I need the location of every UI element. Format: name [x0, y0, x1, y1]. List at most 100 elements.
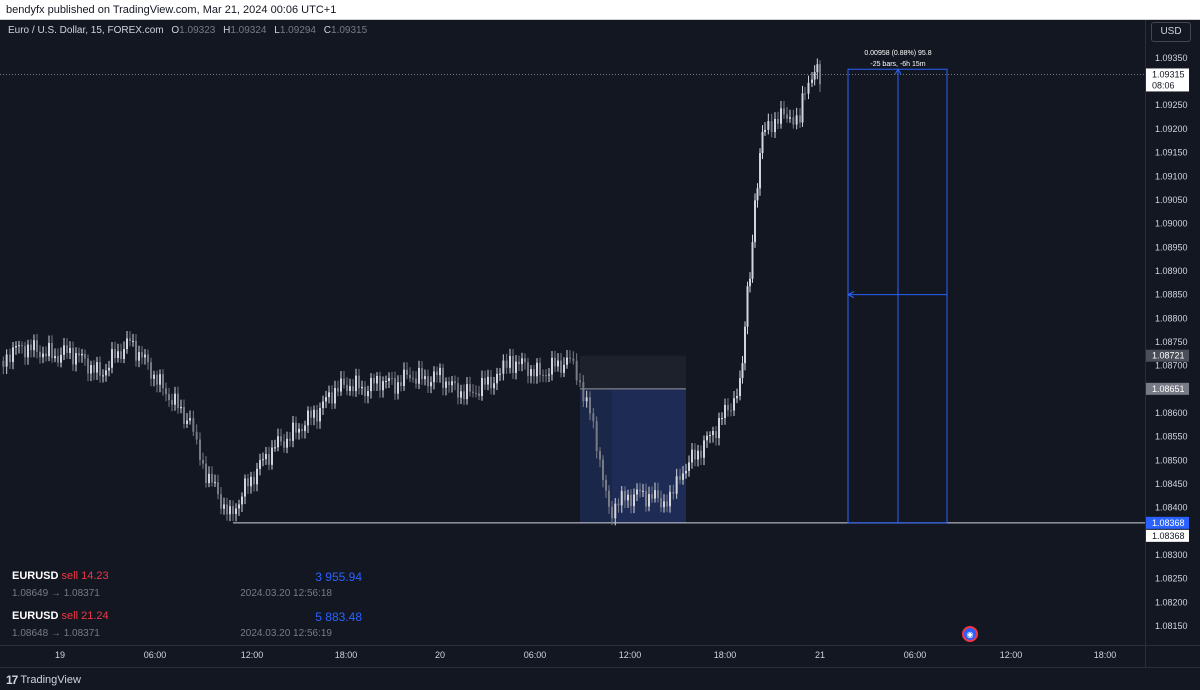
candle-body — [496, 373, 498, 384]
candle-body — [770, 121, 773, 133]
measure-line-1: 0.00958 (0.88%) 95.8 — [864, 50, 932, 57]
last-price-marker: 1.09315 — [1152, 69, 1185, 79]
candle-body — [105, 370, 107, 376]
chart-pane[interactable] — [0, 20, 1145, 645]
candle-body — [42, 353, 44, 358]
symbol-name[interactable]: Euro / U.S. Dollar, 15, FOREX.com — [8, 25, 164, 36]
candle-body — [469, 384, 471, 392]
time-tick-label: 18:00 — [1094, 650, 1117, 660]
candle-body — [551, 357, 553, 375]
candle-body — [90, 364, 92, 374]
candle-body — [223, 504, 225, 509]
trade-prices: 1.08649 → 1.08371 — [12, 588, 100, 599]
candle-body — [376, 375, 378, 384]
candle-body — [229, 506, 231, 515]
candle-body — [147, 354, 149, 363]
time-tick-label: 18:00 — [714, 650, 737, 660]
price-tick-label: 1.08300 — [1155, 550, 1188, 560]
candle-body — [715, 431, 717, 439]
tv-logo-icon: 17 — [6, 673, 18, 687]
candle-body — [235, 508, 237, 515]
candle-body — [400, 382, 402, 386]
trade-entry[interactable]: EURUSD sell 21.24 5 883.48 1.08648 → 1.0… — [12, 610, 362, 639]
candle-body — [84, 353, 86, 359]
candle-body — [654, 490, 656, 499]
candle-body — [539, 362, 541, 375]
price-tick-label: 1.08500 — [1155, 455, 1188, 465]
candle-body — [205, 463, 207, 484]
candle-body — [774, 118, 776, 133]
candle-body — [527, 362, 529, 376]
trade-timestamp: 2024.03.20 12:56:18 — [240, 588, 332, 599]
candle-body — [801, 93, 804, 123]
candle-body — [171, 400, 173, 405]
time-tick-label: 20 — [435, 650, 445, 660]
candle-body — [36, 340, 38, 352]
candle-body — [642, 490, 644, 492]
time-axis[interactable] — [0, 645, 1145, 667]
target-price-marker-bg — [1146, 516, 1189, 529]
candle-body — [761, 131, 764, 153]
candle-body — [460, 391, 462, 398]
candle-body — [150, 362, 152, 379]
event-badge-icon[interactable]: ◉ — [962, 626, 978, 642]
last-price-marker-bg — [1146, 68, 1189, 81]
candle-body — [177, 393, 179, 409]
currency-button[interactable]: USD — [1151, 22, 1191, 42]
candle-body — [54, 355, 56, 359]
candle-body — [358, 375, 360, 389]
stop-loss-zone — [580, 355, 686, 389]
candle-body — [325, 397, 327, 402]
candle-body — [448, 381, 450, 386]
trade-entry[interactable]: EURUSD sell 14.23 3 955.94 1.08649 → 1.0… — [12, 570, 362, 599]
candle-body — [30, 344, 32, 351]
time-tick-label: 21 — [815, 650, 825, 660]
candle-body — [39, 351, 41, 358]
candle-body — [739, 378, 741, 397]
tradingview-logo[interactable]: 17 TradingView — [6, 673, 81, 687]
candle-body — [343, 378, 345, 385]
price-tick-label: 1.08700 — [1155, 361, 1188, 371]
price-tick-label: 1.08750 — [1155, 337, 1188, 347]
candle-body — [349, 386, 351, 391]
candle-body — [663, 501, 665, 508]
candle-body — [602, 459, 604, 480]
candle-body — [403, 369, 405, 386]
candle-body — [93, 364, 95, 373]
time-tick-label: 06:00 — [524, 650, 547, 660]
candle-body — [421, 368, 423, 380]
candle-body — [232, 506, 234, 515]
candle-body — [575, 360, 578, 381]
candle-body — [141, 352, 143, 358]
candle-body — [589, 397, 591, 414]
candle-body — [777, 118, 779, 124]
candle-body — [595, 421, 598, 452]
candle-body — [361, 386, 363, 389]
candle-body — [484, 377, 486, 385]
candle-body — [493, 383, 495, 389]
candle-body — [633, 494, 635, 507]
candle-body — [33, 340, 35, 351]
time-tick-label: 19 — [55, 650, 65, 660]
candle-body — [505, 360, 508, 368]
candle-body — [51, 342, 53, 359]
price-tick-label: 1.08900 — [1155, 266, 1188, 276]
price-tick-label: 1.08550 — [1155, 432, 1188, 442]
candle-body — [582, 382, 585, 402]
candle-body — [599, 451, 601, 460]
candle-body — [217, 482, 219, 495]
candle-body — [764, 129, 766, 132]
candle-body — [518, 361, 520, 365]
price-tick-label: 1.08150 — [1155, 621, 1188, 631]
candle-body — [189, 418, 191, 421]
candle-body — [186, 420, 188, 424]
candle-body — [515, 361, 517, 373]
candle-body — [391, 378, 393, 380]
candle-body — [253, 476, 255, 485]
candle-body — [123, 348, 125, 359]
candle-body — [751, 242, 754, 279]
candle-body — [786, 114, 788, 119]
candle-body — [120, 351, 122, 359]
symbol-legend: Euro / U.S. Dollar, 15, FOREX.com O1.093… — [8, 25, 367, 36]
